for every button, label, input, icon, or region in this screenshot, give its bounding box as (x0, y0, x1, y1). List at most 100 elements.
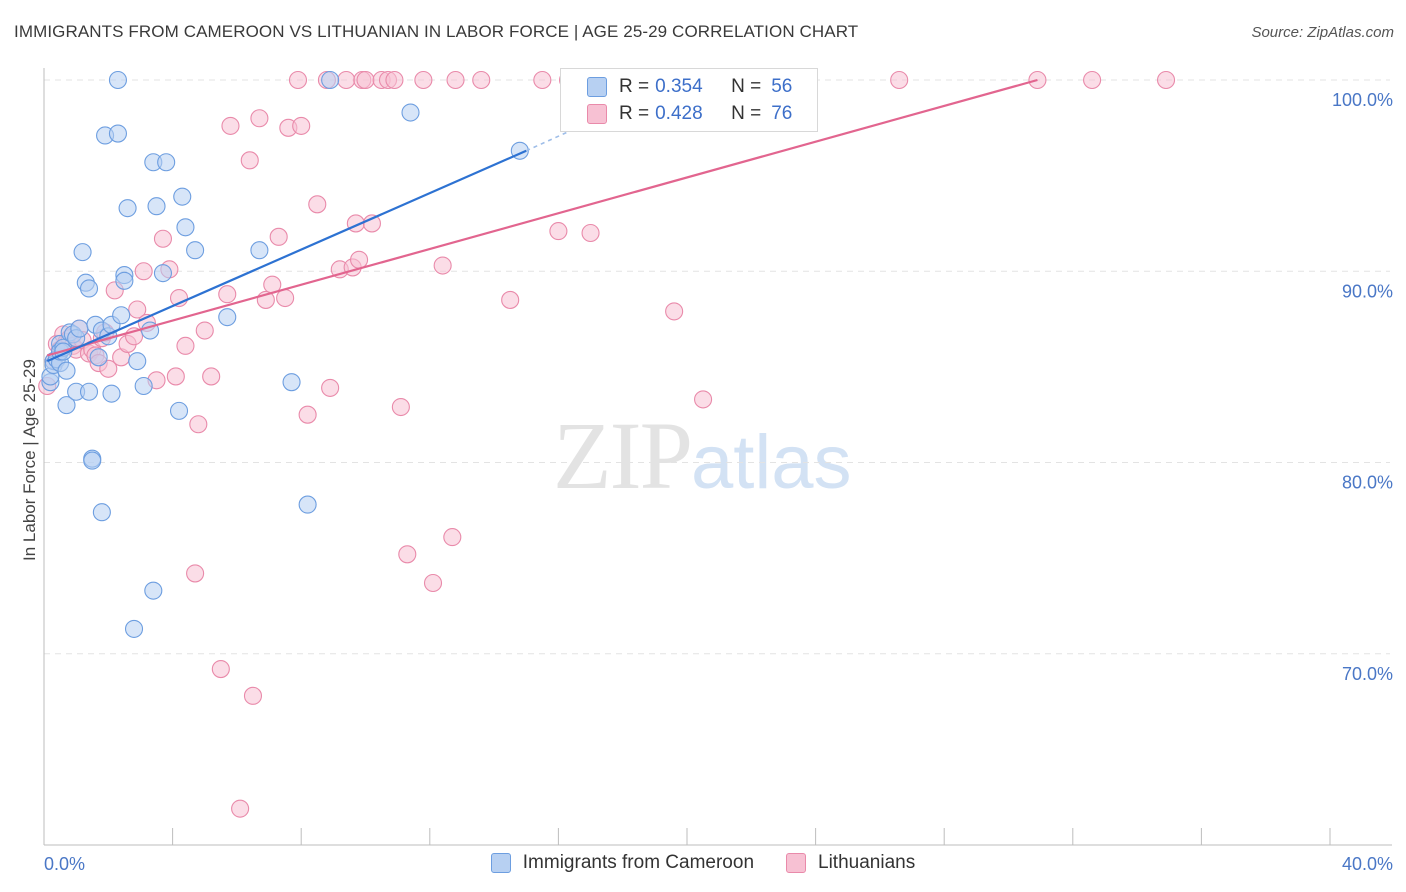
point-lithuanian (231, 799, 250, 818)
point-lithuanian (423, 573, 443, 593)
point-cameroon (218, 308, 237, 327)
stats-legend-row-cameroon: R = 0.354 N = 56 (561, 74, 792, 100)
pink-swatch-icon (587, 104, 607, 124)
point-cameroon (124, 619, 144, 638)
point-cameroon (186, 241, 205, 260)
point-lithuanian (414, 70, 433, 90)
n-label: N = (731, 76, 762, 97)
x-tick-label: 40.0% (1342, 854, 1393, 874)
point-lithuanian (202, 367, 221, 386)
point-cameroon (92, 503, 111, 522)
point-cameroon (118, 199, 137, 218)
r-value-cameroon: 0.354 (655, 76, 703, 97)
point-cameroon (321, 70, 340, 90)
point-cameroon (115, 271, 134, 290)
point-lithuanian (240, 151, 259, 170)
x-tick-label: 0.0% (44, 854, 85, 874)
point-lithuanian (134, 262, 153, 281)
point-lithuanian (533, 70, 552, 90)
blue-swatch-icon (490, 853, 511, 873)
point-cameroon (73, 243, 92, 262)
point-lithuanian (472, 70, 491, 90)
point-cameroon (169, 401, 189, 420)
point-lithuanian (350, 250, 369, 269)
point-cameroon (57, 361, 76, 380)
point-cameroon (128, 352, 147, 371)
point-lithuanian (269, 227, 288, 246)
legend-label-cameroon: Immigrants from Cameroon (522, 852, 755, 873)
point-lithuanian (385, 70, 404, 90)
r-label: R = (619, 103, 650, 124)
point-cameroon (112, 306, 131, 325)
point-lithuanian (1083, 70, 1102, 90)
point-lithuanian (581, 223, 600, 243)
point-cameroon (153, 264, 173, 283)
point-cameroon (173, 187, 192, 206)
trendline-cameroon (46, 149, 527, 363)
point-lithuanian (176, 336, 195, 355)
point-cameroon (57, 396, 76, 415)
trendline-lithuanians (46, 78, 1038, 357)
point-lithuanian (288, 70, 308, 90)
point-cameroon (83, 451, 102, 470)
point-cameroon (102, 384, 121, 403)
point-lithuanian (433, 256, 452, 275)
r-label: R = (619, 76, 650, 97)
point-cameroon (282, 373, 301, 392)
n-label: N = (731, 103, 762, 124)
point-lithuanian (292, 116, 311, 135)
n-value-lithuanians: 76 (771, 103, 793, 124)
point-lithuanian (186, 564, 205, 583)
watermark: ZIPatlas (553, 400, 852, 511)
point-lithuanian (189, 415, 208, 434)
point-lithuanian (250, 109, 269, 128)
point-lithuanian (391, 397, 410, 417)
stats-legend: R = 0.354 N = 56 R = 0.428 N = 76 (560, 68, 818, 132)
point-lithuanian (166, 367, 185, 386)
point-lithuanian (298, 405, 317, 424)
point-lithuanian (443, 528, 462, 547)
stats-legend-row-lithuanians: R = 0.428 N = 76 (561, 101, 792, 127)
point-cameroon (89, 348, 108, 367)
point-cameroon (401, 103, 420, 122)
point-cameroon (134, 376, 153, 396)
point-lithuanian (549, 222, 568, 241)
point-cameroon (79, 279, 99, 298)
point-lithuanian (398, 545, 417, 564)
y-tick-label: 90.0% (1342, 281, 1393, 301)
point-lithuanian (195, 321, 214, 340)
point-lithuanian (276, 288, 295, 308)
point-lithuanian (243, 686, 263, 705)
y-tick-label: 100.0% (1332, 90, 1393, 110)
point-cameroon (176, 218, 195, 237)
point-lithuanian (501, 290, 520, 309)
pink-swatch-icon (786, 853, 807, 873)
point-lithuanian (221, 116, 240, 135)
point-lithuanian (337, 70, 356, 90)
blue-swatch-icon (587, 77, 607, 97)
point-lithuanian (694, 390, 713, 409)
point-lithuanian (321, 378, 340, 397)
chart-title: IMMIGRANTS FROM CAMEROON VS LITHUANIAN I… (14, 22, 859, 41)
point-lithuanian (665, 302, 684, 321)
legend-label-lithuanians: Lithuanians (818, 852, 916, 873)
point-cameroon (79, 382, 99, 401)
point-cameroon (147, 197, 166, 216)
legend-item-cameroon[interactable]: Immigrants from Cameroon (490, 852, 755, 874)
point-cameroon (70, 319, 89, 338)
point-lithuanian (153, 229, 173, 248)
legend-item-lithuanians[interactable]: Lithuanians (786, 852, 915, 874)
point-lithuanian (890, 70, 909, 90)
point-lithuanian (446, 70, 465, 90)
y-tick-label: 70.0% (1342, 664, 1393, 684)
point-lithuanian (1156, 70, 1176, 90)
point-lithuanian (128, 300, 147, 319)
point-cameroon (157, 153, 176, 172)
r-value-lithuanians: 0.428 (655, 103, 703, 124)
point-lithuanian (356, 70, 375, 90)
n-value-cameroon: 56 (771, 76, 793, 97)
source-label: Source: ZipAtlas.com (1251, 24, 1394, 41)
point-cameroon (250, 241, 269, 260)
point-lithuanian (211, 659, 230, 679)
